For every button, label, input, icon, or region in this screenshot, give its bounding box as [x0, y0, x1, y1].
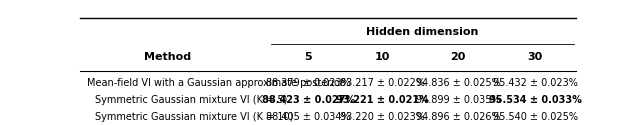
- Text: Hidden dimension: Hidden dimension: [366, 27, 479, 37]
- Text: Mean-field VI with a Gaussian approximate posterior: Mean-field VI with a Gaussian approximat…: [88, 78, 344, 88]
- Text: 88.405 ± 0.034%: 88.405 ± 0.034%: [266, 112, 351, 122]
- Text: 93.217 ± 0.022%: 93.217 ± 0.022%: [340, 78, 425, 88]
- Text: 94.896 ± 0.026%: 94.896 ± 0.026%: [416, 112, 500, 122]
- Text: 94.836 ± 0.025%: 94.836 ± 0.025%: [416, 78, 500, 88]
- Text: 93.220 ± 0.023%: 93.220 ± 0.023%: [340, 112, 425, 122]
- Text: 93.221 ± 0.021%: 93.221 ± 0.021%: [336, 95, 429, 105]
- Text: 95.540 ± 0.025%: 95.540 ± 0.025%: [493, 112, 577, 122]
- Text: 95.432 ± 0.023%: 95.432 ± 0.023%: [493, 78, 577, 88]
- Text: 94.899 ± 0.035%: 94.899 ± 0.035%: [416, 95, 500, 105]
- Text: 10: 10: [375, 52, 390, 62]
- Text: Symmetric Gaussian mixture VI (K = 10): Symmetric Gaussian mixture VI (K = 10): [95, 112, 293, 122]
- Text: 88.423 ± 0.027%: 88.423 ± 0.027%: [262, 95, 355, 105]
- Text: 88.379 ± 0.023%: 88.379 ± 0.023%: [266, 78, 351, 88]
- Text: Method: Method: [144, 52, 191, 62]
- Text: 30: 30: [527, 52, 543, 62]
- Text: 5: 5: [305, 52, 312, 62]
- Text: Symmetric Gaussian mixture VI (K = 5): Symmetric Gaussian mixture VI (K = 5): [95, 95, 287, 105]
- Text: 95.534 ± 0.033%: 95.534 ± 0.033%: [489, 95, 582, 105]
- Text: 20: 20: [451, 52, 466, 62]
